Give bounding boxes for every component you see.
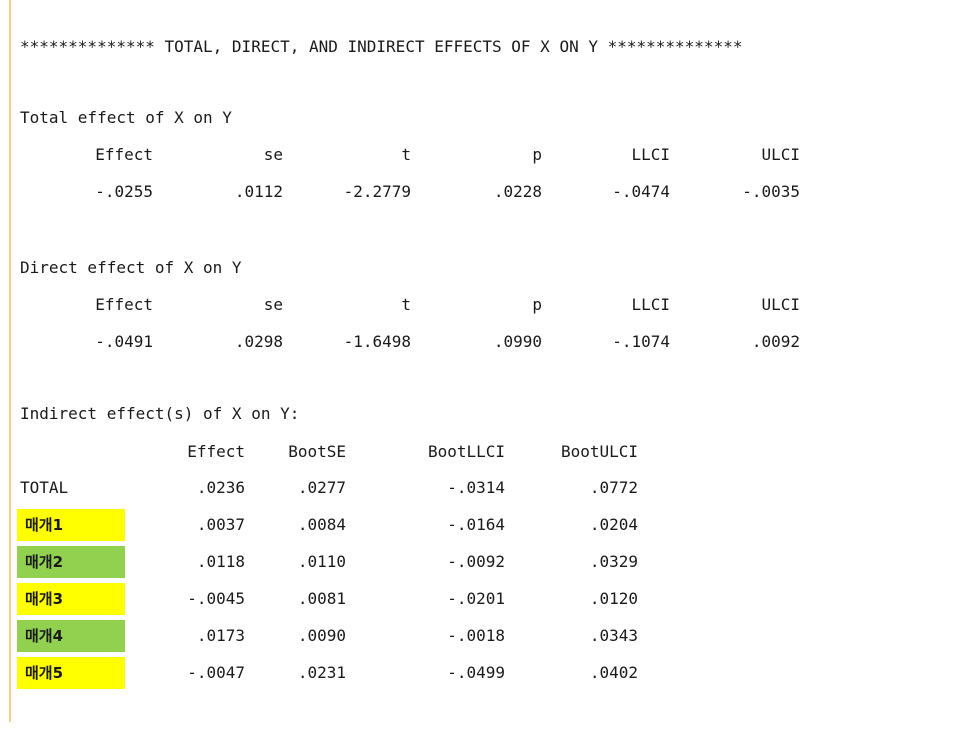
row-label: 매개1	[17, 509, 125, 541]
cell: -.0499	[447, 663, 505, 682]
cell: -.0047	[187, 663, 245, 682]
column-header: BootSE	[288, 442, 346, 461]
column-header: Effect	[187, 442, 245, 461]
cell: -1.6498	[343, 332, 411, 351]
cell: .0112	[234, 182, 283, 201]
cell: .0343	[589, 626, 638, 645]
cell: -2.2779	[343, 182, 411, 201]
cell: .0990	[493, 332, 542, 351]
section-label: Total effect of X on Y	[20, 108, 232, 127]
column-header: t	[401, 295, 411, 314]
row-label: 매개5	[17, 657, 125, 689]
cell: -.0092	[447, 552, 505, 571]
cell: .0236	[196, 478, 245, 497]
cell: .0204	[589, 515, 638, 534]
cell: -.0201	[447, 589, 505, 608]
cell: .0084	[297, 515, 346, 534]
cell: -.0491	[95, 332, 153, 351]
cell: .0277	[297, 478, 346, 497]
cell: .0228	[493, 182, 542, 201]
cell: .0772	[589, 478, 638, 497]
cell: .0110	[297, 552, 346, 571]
column-header: se	[263, 295, 283, 314]
cell: .0173	[196, 626, 245, 645]
column-header: Effect	[95, 295, 153, 314]
cell: .0329	[589, 552, 638, 571]
cell: -.0474	[612, 182, 670, 201]
column-header: Effect	[95, 145, 153, 164]
column-header: BootULCI	[560, 442, 638, 461]
cell: .0037	[196, 515, 245, 534]
column-header: t	[401, 145, 411, 164]
cell: .0118	[196, 552, 245, 571]
column-header: se	[263, 145, 283, 164]
cell: .0092	[751, 332, 800, 351]
cell: .0402	[589, 663, 638, 682]
cell: -.0035	[742, 182, 800, 201]
row-label: 매개4	[17, 620, 125, 652]
row-label: TOTAL	[20, 478, 69, 497]
cell: .0090	[297, 626, 346, 645]
cell: -.0018	[447, 626, 505, 645]
cell: -.0045	[187, 589, 245, 608]
cell: -.0314	[447, 478, 505, 497]
cell: -.0164	[447, 515, 505, 534]
cell: -.0255	[95, 182, 153, 201]
title: ************** TOTAL, DIRECT, AND INDIRE…	[20, 37, 743, 56]
section-label: Direct effect of X on Y	[20, 258, 242, 277]
row-label: 매개3	[17, 583, 125, 615]
section-label: Indirect effect(s) of X on Y:	[20, 404, 300, 423]
column-header: p	[532, 295, 542, 314]
column-header: LLCI	[631, 145, 670, 164]
row-label: 매개2	[17, 546, 125, 578]
cell: -.1074	[612, 332, 670, 351]
cell: .0081	[297, 589, 346, 608]
cell: .0298	[234, 332, 283, 351]
column-header: ULCI	[761, 145, 800, 164]
column-header: p	[532, 145, 542, 164]
cell: .0231	[297, 663, 346, 682]
column-header: LLCI	[631, 295, 670, 314]
cell: .0120	[589, 589, 638, 608]
column-header: ULCI	[761, 295, 800, 314]
column-header: BootLLCI	[427, 442, 505, 461]
left-border	[9, 0, 11, 722]
